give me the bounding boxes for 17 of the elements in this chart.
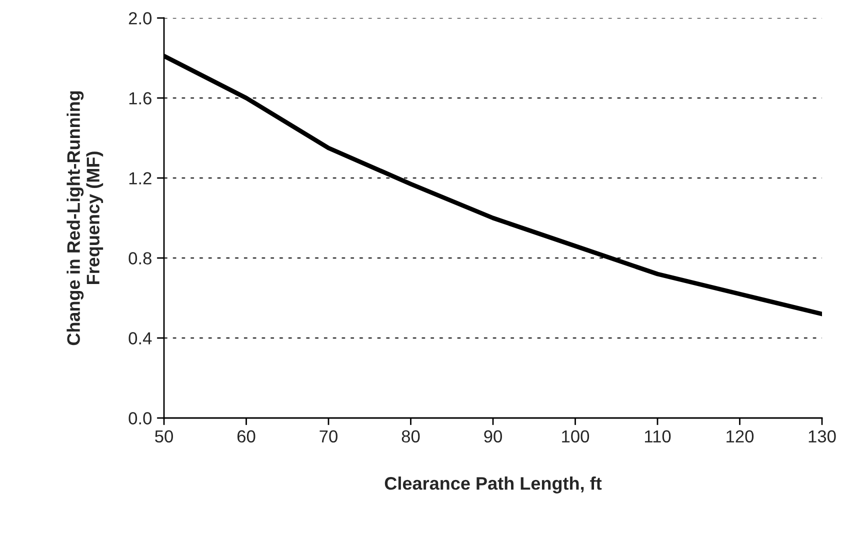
x-tick-label: 130 xyxy=(808,430,836,443)
x-tick-label: 60 xyxy=(237,430,256,443)
x-tick-label: 80 xyxy=(402,430,420,443)
x-axis-title: Clearance Path Length, ft xyxy=(384,476,602,494)
y-tick-label: 1.2 xyxy=(129,172,152,184)
y-tick-label: 2.0 xyxy=(128,12,152,24)
x-tick-label: 70 xyxy=(320,430,338,443)
y-tick-label: 1.6 xyxy=(129,92,152,104)
x-tick-label: 50 xyxy=(155,430,173,443)
y-tick-label: 0.4 xyxy=(128,332,152,344)
y-tick-label: 0.0 xyxy=(128,412,152,424)
y-tick-label: 0.8 xyxy=(128,252,152,264)
x-tick-label: 100 xyxy=(562,430,590,443)
x-tick-label: 120 xyxy=(726,430,754,443)
x-tick-label: 90 xyxy=(484,430,502,443)
y-axis-title: Change in Red-Light-Running Frequency (MF) xyxy=(66,91,104,346)
x-tick-label: 110 xyxy=(644,430,671,443)
